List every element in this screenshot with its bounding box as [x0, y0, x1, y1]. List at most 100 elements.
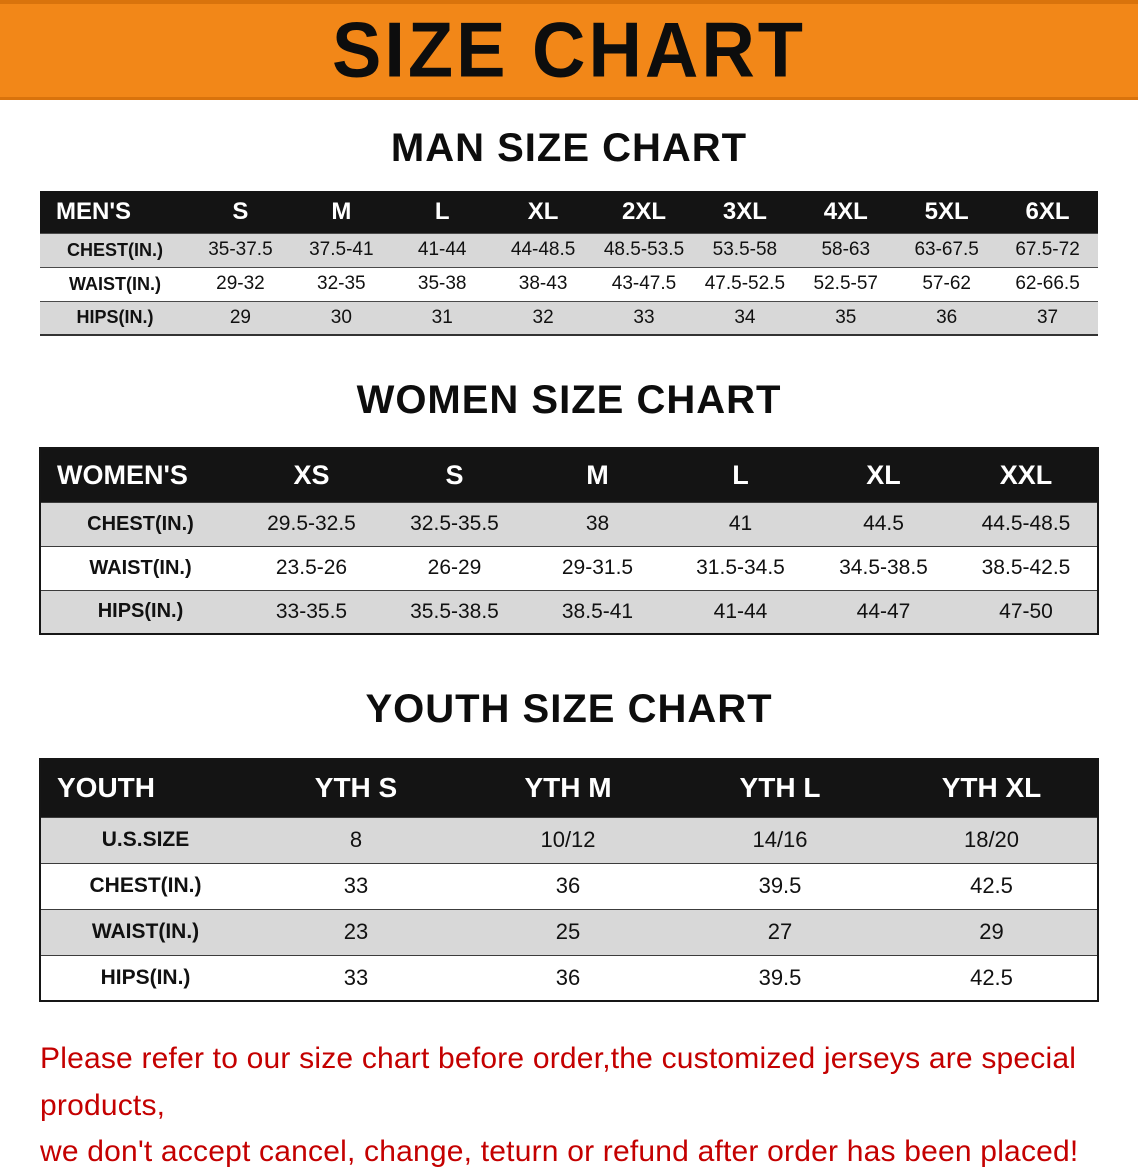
table-cell: 10/12 [462, 816, 674, 863]
table-cell: 29 [886, 908, 1098, 955]
youth-row-label: U.S.SIZE [40, 816, 250, 863]
women-row-label: CHEST(IN.) [40, 501, 240, 546]
table-cell: 67.5-72 [997, 232, 1098, 267]
table-cell: 18/20 [886, 816, 1098, 863]
table-cell: 35-37.5 [189, 232, 291, 267]
table-cell: 32-35 [290, 266, 392, 301]
table-cell: 29 [189, 300, 291, 335]
table-cell: 8 [250, 816, 462, 863]
table-cell: 44-48.5 [492, 232, 594, 267]
table-cell: 26-29 [383, 545, 526, 590]
table-cell: 37 [997, 300, 1098, 335]
table-cell: 34.5-38.5 [812, 545, 955, 590]
men-column-header: 5XL [924, 197, 969, 225]
table-cell: 62-66.5 [997, 266, 1098, 301]
women-size-table: WOMEN'S XS S M L XL XXL CHEST(IN.) 29.5-… [39, 447, 1099, 635]
table-cell: 44.5-48.5 [955, 501, 1098, 546]
table-cell: 38.5-42.5 [955, 545, 1098, 590]
table-row: WAIST(IN.) 23 25 27 29 [40, 908, 1098, 955]
men-size-table: MEN'S S M L XL 2XL 3XL 4XL 5XL 6XL CHEST… [39, 191, 1098, 336]
table-cell: 34 [694, 300, 796, 335]
table-row: WAIST(IN.) 23.5-26 26-29 29-31.5 31.5-34… [40, 545, 1098, 590]
table-cell: 52.5-57 [795, 266, 897, 301]
table-cell: 44.5 [812, 501, 955, 546]
men-row-label: HIPS(IN.) [39, 300, 190, 335]
men-column-header: 4XL [823, 197, 868, 225]
table-cell: 58-63 [795, 232, 897, 267]
women-header-row: WOMEN'S XS S M L XL XXL [40, 448, 1098, 502]
men-column-header: 6XL [1025, 197, 1070, 225]
table-cell: 31 [391, 300, 493, 335]
women-column-header: S [445, 459, 464, 490]
women-corner-label: WOMEN'S [57, 459, 188, 490]
youth-column-header: YTH XL [941, 772, 1042, 804]
table-cell: 32.5-35.5 [383, 501, 526, 546]
table-row: HIPS(IN.) 33 36 39.5 42.5 [40, 954, 1098, 1001]
table-cell: 47-50 [955, 589, 1098, 634]
youth-column-header: YTH M [524, 772, 612, 804]
youth-column-header: YTH S [314, 772, 398, 804]
table-cell: 33 [593, 300, 695, 335]
table-cell: 23 [250, 908, 462, 955]
size-chart-banner: SIZE CHART [0, 0, 1138, 100]
youth-column-header: YTH L [739, 772, 821, 804]
youth-header-row: YOUTH YTH S YTH M YTH L YTH XL [40, 759, 1098, 817]
table-cell: 32 [492, 300, 594, 335]
table-row: CHEST(IN.) 29.5-32.5 32.5-35.5 38 41 44.… [40, 501, 1098, 546]
men-column-header: M [331, 197, 352, 225]
table-cell: 39.5 [674, 954, 886, 1001]
table-cell: 48.5-53.5 [593, 232, 695, 267]
women-column-header: XXL [999, 459, 1053, 490]
men-corner-label: MEN'S [55, 197, 132, 225]
table-row: U.S.SIZE 8 10/12 14/16 18/20 [40, 816, 1098, 863]
men-column-header: XL [527, 197, 559, 225]
table-cell: 38 [526, 501, 669, 546]
table-cell: 57-62 [896, 266, 998, 301]
table-cell: 44-47 [812, 589, 955, 634]
table-cell: 39.5 [674, 862, 886, 909]
table-cell: 37.5-41 [290, 232, 392, 267]
table-cell: 41-44 [669, 589, 812, 634]
table-cell: 38-43 [492, 266, 594, 301]
youth-section-title: YOUTH SIZE CHART [365, 687, 773, 731]
table-cell: 42.5 [886, 862, 1098, 909]
table-cell: 36 [896, 300, 998, 335]
women-row-label: HIPS(IN.) [40, 589, 240, 634]
table-row: HIPS(IN.) 29 30 31 32 33 34 35 36 37 [39, 300, 1098, 335]
men-column-header: S [232, 197, 249, 225]
table-cell: 30 [290, 300, 392, 335]
table-cell: 36 [462, 954, 674, 1001]
table-cell: 35 [795, 300, 897, 335]
youth-row-label: HIPS(IN.) [40, 954, 250, 1001]
order-disclaimer: Please refer to our size chart before or… [40, 1036, 1138, 1176]
table-cell: 38.5-41 [526, 589, 669, 634]
table-cell: 14/16 [674, 816, 886, 863]
women-column-header: XS [293, 459, 330, 490]
table-row: CHEST(IN.) 33 36 39.5 42.5 [40, 862, 1098, 909]
table-cell: 35.5-38.5 [383, 589, 526, 634]
table-cell: 27 [674, 908, 886, 955]
women-section-title: WOMEN SIZE CHART [356, 378, 782, 422]
table-cell: 29-31.5 [526, 545, 669, 590]
youth-row-label: CHEST(IN.) [40, 862, 250, 909]
table-cell: 63-67.5 [896, 232, 998, 267]
table-cell: 33 [250, 862, 462, 909]
men-row-label: WAIST(IN.) [39, 266, 190, 301]
table-cell: 41-44 [391, 232, 493, 267]
table-cell: 47.5-52.5 [694, 266, 796, 301]
table-cell: 29.5-32.5 [240, 501, 383, 546]
women-column-header: XL [866, 459, 901, 490]
table-cell: 25 [462, 908, 674, 955]
men-row-label: CHEST(IN.) [39, 232, 190, 267]
women-column-header: L [732, 459, 749, 490]
men-section-title: MAN SIZE CHART [390, 126, 748, 170]
table-cell: 29-32 [189, 266, 291, 301]
banner-title: SIZE CHART [332, 5, 806, 94]
table-cell: 35-38 [391, 266, 493, 301]
table-cell: 23.5-26 [240, 545, 383, 590]
men-column-header: 3XL [722, 197, 767, 225]
men-column-header: L [434, 197, 450, 225]
women-row-label: WAIST(IN.) [40, 545, 240, 590]
table-row: HIPS(IN.) 33-35.5 35.5-38.5 38.5-41 41-4… [40, 589, 1098, 634]
table-row: WAIST(IN.) 29-32 32-35 35-38 38-43 43-47… [39, 266, 1098, 301]
